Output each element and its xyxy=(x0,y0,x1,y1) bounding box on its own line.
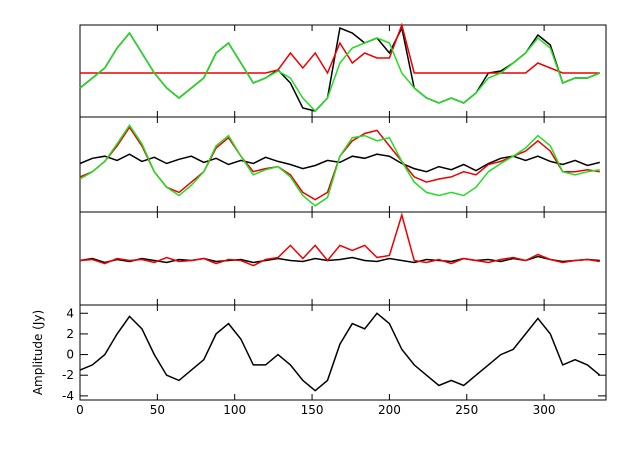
data-line xyxy=(79,255,600,264)
y-axis-label: Amplitude (Jy) xyxy=(31,310,45,395)
x-tick-label: 250 xyxy=(455,403,478,417)
plot-frame xyxy=(79,116,607,213)
y-tick-label: -2 xyxy=(62,368,74,382)
data-line xyxy=(79,123,600,207)
plot-frame xyxy=(79,304,607,401)
x-tick-label: 0 xyxy=(76,403,84,417)
data-line xyxy=(79,125,600,201)
x-tick-label: 200 xyxy=(378,403,401,417)
data-line xyxy=(79,212,600,267)
x-tick-label: 300 xyxy=(533,403,556,417)
x-tick-label: 50 xyxy=(150,403,165,417)
y-tick-label: -4 xyxy=(62,389,74,403)
y-tick-label: 2 xyxy=(66,327,74,341)
y-tick-label: 0 xyxy=(66,348,74,362)
data-line xyxy=(79,312,601,392)
data-line xyxy=(79,31,601,113)
y-tick-label: 4 xyxy=(66,306,74,320)
data-line xyxy=(79,25,601,112)
x-tick-label: 100 xyxy=(223,403,246,417)
data-line xyxy=(80,22,600,75)
x-tick-label: 150 xyxy=(301,403,324,417)
